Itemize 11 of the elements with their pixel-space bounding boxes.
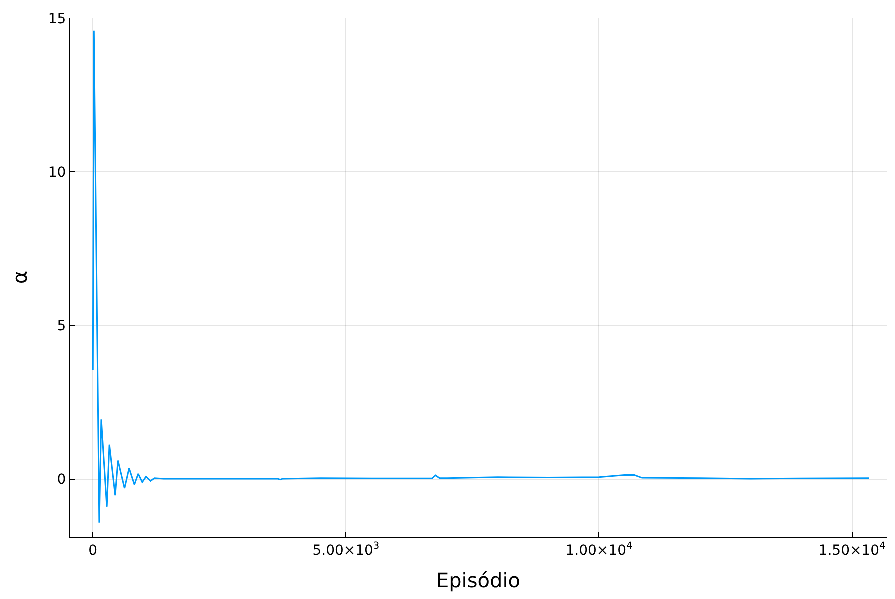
x-tick-label: 0 (88, 542, 98, 559)
line-series (92, 30, 870, 524)
x-tick-label: 1.00×10$^{4}$ (566, 540, 633, 559)
y-tick-label: 0 (57, 472, 66, 488)
y-axis-title: α (8, 270, 32, 284)
x-tick-label: 5.00×10$^{3}$ (312, 540, 380, 559)
y-tick-label: 15 (48, 12, 66, 28)
y-tick-label: 10 (48, 165, 66, 182)
x-tick-label: 1.50×10$^{4}$ (818, 540, 886, 559)
x-axis-title: Episódio (436, 568, 521, 592)
y-tick-label: 5 (57, 318, 66, 335)
